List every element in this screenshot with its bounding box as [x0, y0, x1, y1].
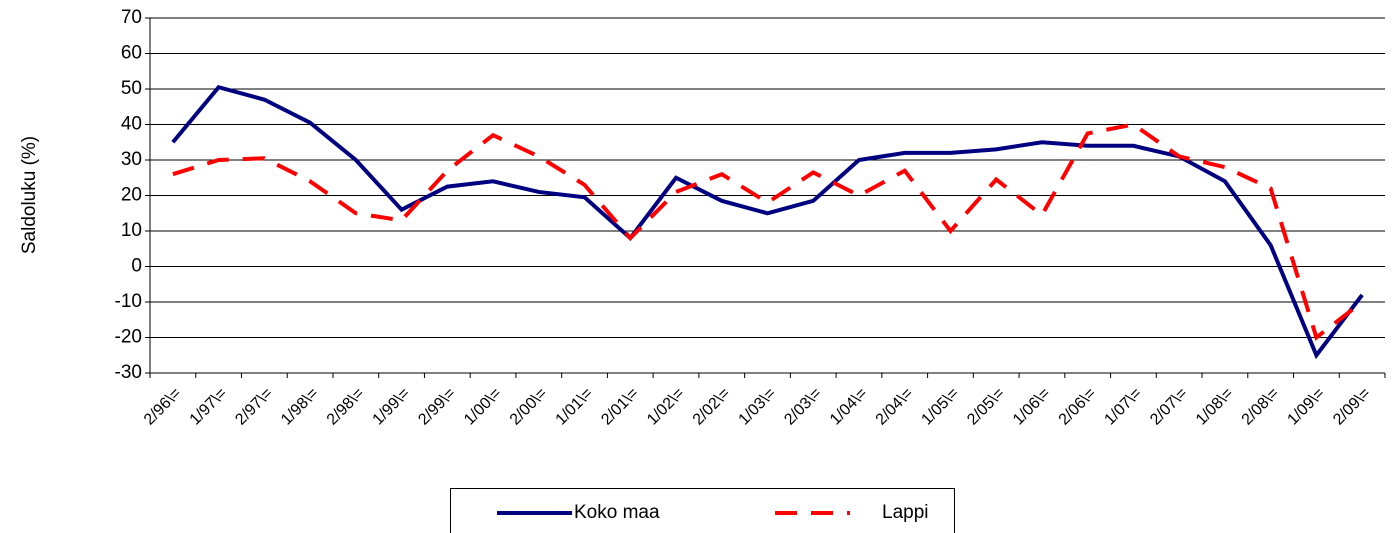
x-tick-label: 2/00\=	[507, 385, 551, 429]
x-tick-label: 2/08\=	[1239, 385, 1283, 429]
legend-label: Koko maa	[574, 502, 660, 523]
x-tick-label: 1/00\=	[461, 385, 505, 429]
y-tick-label: -20	[115, 327, 142, 348]
y-tick-label: 10	[121, 220, 142, 241]
x-tick-label: 1/08\=	[1193, 385, 1237, 429]
x-tick-label: 1/03\=	[736, 385, 780, 429]
x-tick-label: 2/96\=	[141, 385, 185, 429]
x-tick-label: 2/98\=	[324, 385, 368, 429]
y-tick-label: 0	[131, 256, 142, 277]
y-tick-label: 40	[121, 114, 142, 135]
legend	[450, 488, 955, 533]
x-tick-label: 2/99\=	[415, 385, 459, 429]
x-tick-label: 1/99\=	[370, 385, 414, 429]
x-tick-label: 1/09\=	[1284, 385, 1328, 429]
y-axis-label: Saldoluku (%)	[19, 136, 40, 254]
x-tick-label: 1/98\=	[278, 385, 322, 429]
x-tick-label: 1/97\=	[187, 385, 231, 429]
x-tick-label: 1/01\=	[553, 385, 597, 429]
y-tick-label: -10	[115, 291, 142, 312]
x-tick-label: 1/04\=	[827, 385, 871, 429]
x-tick-label: 1/02\=	[644, 385, 688, 429]
x-tick-label: 2/05\=	[964, 385, 1008, 429]
x-tick-label: 2/02\=	[690, 385, 734, 429]
x-tick-label: 2/03\=	[781, 385, 825, 429]
x-tick-label: 1/06\=	[1010, 385, 1054, 429]
x-tick-label: 2/06\=	[1056, 385, 1100, 429]
x-tick-label: 1/05\=	[918, 385, 962, 429]
y-tick-label: 20	[121, 185, 142, 206]
x-tick-label: 2/01\=	[598, 385, 642, 429]
series-line	[172, 122, 1364, 341]
series-line	[171, 84, 1364, 360]
legend-label: Lappi	[882, 502, 929, 523]
y-tick-label: 50	[121, 78, 142, 99]
y-tick-label: 70	[121, 7, 142, 28]
x-tick-label: 1/07\=	[1101, 385, 1145, 429]
x-tick-label: 2/97\=	[232, 385, 276, 429]
x-tick-label: 2/09\=	[1330, 385, 1374, 429]
y-tick-label: 30	[121, 149, 142, 170]
x-tick-label: 2/04\=	[873, 385, 917, 429]
y-tick-label: 60	[121, 43, 142, 64]
x-tick-label: 2/07\=	[1147, 385, 1191, 429]
y-tick-label: -30	[115, 362, 142, 383]
